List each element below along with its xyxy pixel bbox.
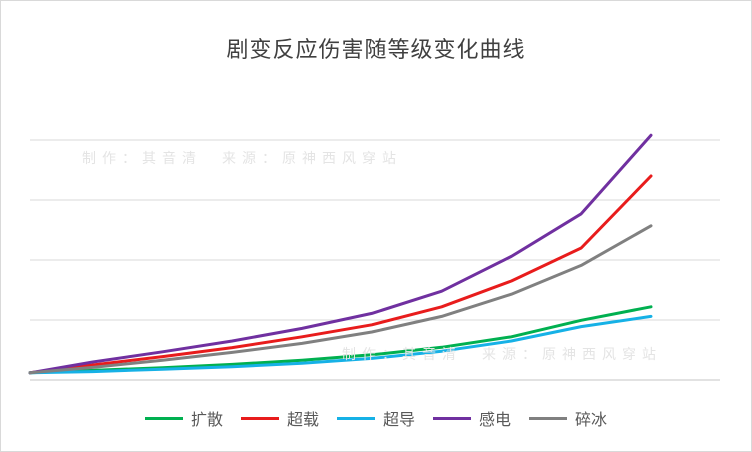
legend: 扩散 超载 超导 感电 碎冰 xyxy=(0,406,752,430)
watermark-bottom: 制作：其音清 来源：原神西风穿站 xyxy=(342,347,662,363)
legend-item: 感电 xyxy=(433,406,511,430)
legend-swatch xyxy=(529,416,568,420)
legend-item: 超导 xyxy=(336,406,415,430)
legend-label: 扩散 xyxy=(190,410,223,429)
legend-swatch xyxy=(240,416,279,420)
legend-label: 超载 xyxy=(286,410,319,429)
legend-label: 超导 xyxy=(382,410,415,429)
legend-item: 扩散 xyxy=(144,406,223,430)
series-line-超导 xyxy=(28,314,653,375)
series-line-感电 xyxy=(28,133,653,375)
gridlines xyxy=(30,139,720,381)
legend-swatch xyxy=(336,416,375,420)
chart-title: 剧变反应伤害随等级变化曲线 xyxy=(226,38,526,63)
legend-item: 超载 xyxy=(240,406,319,430)
legend-item: 碎冰 xyxy=(529,406,607,430)
series-line-超载 xyxy=(28,174,653,375)
legend-label: 碎冰 xyxy=(575,410,608,429)
watermark-top: 制作：其音清 来源：原神西风穿站 xyxy=(82,151,402,167)
legend-label: 感电 xyxy=(479,410,512,429)
legend-swatch xyxy=(433,416,471,420)
series-line-碎冰 xyxy=(28,224,653,375)
legend-swatch xyxy=(144,416,183,420)
series-lines xyxy=(28,133,653,375)
